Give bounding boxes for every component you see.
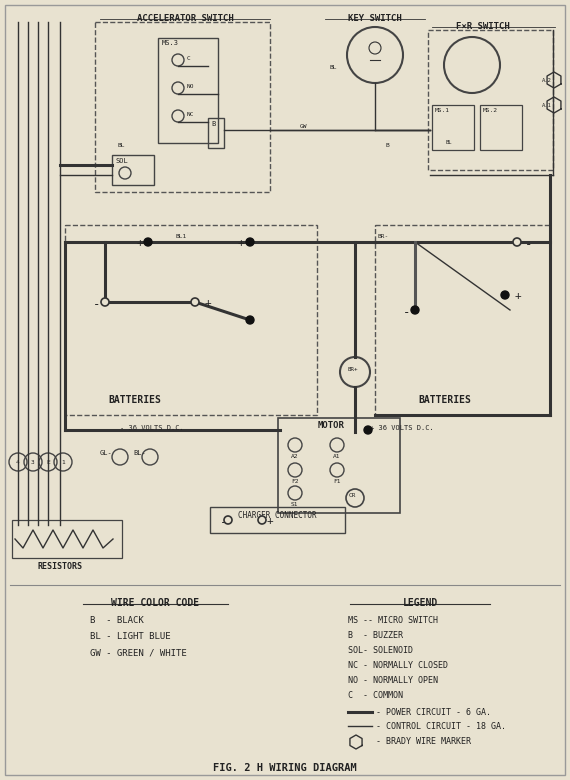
Text: BATTERIES: BATTERIES	[418, 395, 471, 405]
Circle shape	[191, 298, 199, 306]
Bar	[480, 105, 522, 150]
Text: C: C	[187, 56, 191, 61]
Text: E: E	[46, 459, 50, 465]
Bar	[432, 105, 474, 150]
Text: NO: NO	[187, 84, 194, 89]
Circle shape	[246, 316, 254, 324]
Circle shape	[258, 516, 266, 524]
Text: +: +	[267, 516, 274, 526]
Text: NC: NC	[187, 112, 194, 117]
Bar	[65, 225, 317, 415]
Bar	[428, 30, 553, 170]
Text: +: +	[205, 298, 211, 308]
Text: SOL- SOLENOID: SOL- SOLENOID	[348, 646, 413, 655]
Text: RESISTORS: RESISTORS	[38, 562, 83, 571]
Text: - CONTROL CIRCUIT - 18 GA.: - CONTROL CIRCUIT - 18 GA.	[376, 722, 506, 731]
Text: BR-: BR-	[378, 234, 389, 239]
Text: F2: F2	[291, 479, 299, 484]
Circle shape	[513, 238, 521, 246]
Text: CR: CR	[349, 493, 356, 498]
Text: +: +	[515, 291, 522, 301]
Text: - BRADY WIRE MARKER: - BRADY WIRE MARKER	[376, 737, 471, 746]
Text: -: -	[525, 238, 532, 251]
Text: NC - NORMALLY CLOSED: NC - NORMALLY CLOSED	[348, 661, 448, 670]
Text: LEGEND: LEGEND	[402, 598, 438, 608]
Text: BL: BL	[445, 140, 451, 145]
Text: BL - LIGHT BLUE: BL - LIGHT BLUE	[90, 632, 170, 641]
Bar	[375, 225, 550, 415]
Text: GW: GW	[300, 124, 307, 129]
Text: BL: BL	[118, 143, 125, 148]
Text: A.1: A.1	[542, 103, 552, 108]
Text: BATTERIES: BATTERIES	[108, 395, 161, 405]
Text: +: +	[137, 238, 144, 248]
Text: F×R SWITCH: F×R SWITCH	[456, 22, 510, 31]
Bar	[12, 520, 122, 558]
Text: B: B	[211, 121, 215, 127]
Text: BL1: BL1	[175, 234, 186, 239]
Circle shape	[501, 291, 509, 299]
Text: - 36 VOLTS D.C.: - 36 VOLTS D.C.	[120, 425, 184, 431]
Text: MOTOR: MOTOR	[318, 421, 345, 430]
Circle shape	[246, 238, 254, 246]
Text: MS -- MICRO SWITCH: MS -- MICRO SWITCH	[348, 616, 438, 625]
Text: A.2: A.2	[542, 78, 552, 83]
Text: B  - BUZZER: B - BUZZER	[348, 631, 403, 640]
Text: BL-: BL-	[133, 450, 146, 456]
Text: BL: BL	[330, 65, 337, 70]
Text: GL-: GL-	[100, 450, 113, 456]
Text: -: -	[93, 298, 100, 311]
Text: MS.3: MS.3	[162, 40, 179, 46]
Bar	[210, 507, 345, 533]
Bar	[95, 22, 270, 192]
Text: -: -	[220, 516, 227, 529]
Text: NO - NORMALLY OPEN: NO - NORMALLY OPEN	[348, 676, 438, 685]
Circle shape	[364, 426, 372, 434]
Text: 1: 1	[61, 459, 65, 465]
Text: S1: S1	[291, 502, 299, 507]
Text: ACCELERATOR SWITCH: ACCELERATOR SWITCH	[137, 14, 233, 23]
Text: + 36 VOLTS D.C.: + 36 VOLTS D.C.	[370, 425, 434, 431]
Text: F1: F1	[333, 479, 340, 484]
Text: MS.2: MS.2	[483, 108, 498, 113]
Circle shape	[144, 238, 152, 246]
Text: KEY SWITCH: KEY SWITCH	[348, 14, 402, 23]
Text: +: +	[238, 238, 245, 248]
Text: BR+: BR+	[348, 367, 359, 372]
Text: GW - GREEN / WHITE: GW - GREEN / WHITE	[90, 648, 187, 657]
Text: A1: A1	[333, 454, 340, 459]
Text: MS.1: MS.1	[435, 108, 450, 113]
Bar	[158, 38, 218, 143]
Circle shape	[224, 516, 232, 524]
Bar	[278, 418, 400, 513]
Circle shape	[411, 306, 419, 314]
Text: B  - BLACK: B - BLACK	[90, 616, 144, 625]
Bar	[112, 155, 154, 185]
Text: 3: 3	[31, 459, 35, 465]
Text: SOL: SOL	[115, 158, 128, 164]
Text: 4: 4	[16, 459, 20, 465]
Text: A2: A2	[291, 454, 299, 459]
Text: B: B	[385, 143, 389, 148]
Text: WIRE COLOR CODE: WIRE COLOR CODE	[111, 598, 199, 608]
Text: FIG. 2 H WIRING DIAGRAM: FIG. 2 H WIRING DIAGRAM	[213, 763, 357, 773]
Text: C  - COMMON: C - COMMON	[348, 691, 403, 700]
Text: CHARGER CONNECTOR: CHARGER CONNECTOR	[238, 510, 316, 519]
Circle shape	[101, 298, 109, 306]
Text: - POWER CIRCUIT - 6 GA.: - POWER CIRCUIT - 6 GA.	[376, 708, 491, 717]
Text: -: -	[403, 306, 410, 319]
Bar	[208, 118, 224, 148]
